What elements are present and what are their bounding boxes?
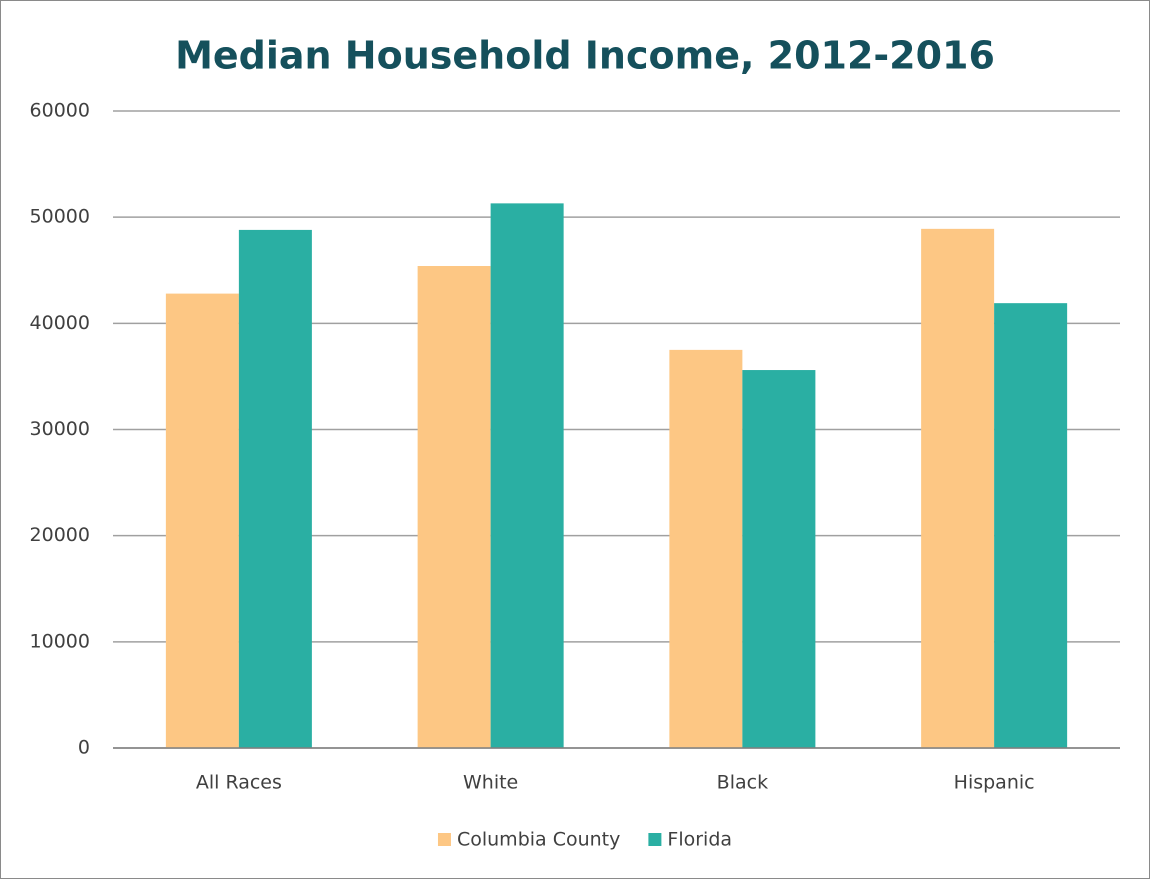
y-tick-label: 30000 — [30, 418, 90, 440]
chart-title: Median Household Income, 2012-2016 — [175, 34, 995, 78]
bar — [994, 303, 1068, 748]
legend-swatch — [648, 833, 662, 846]
y-tick-label: 40000 — [30, 312, 90, 334]
bar — [742, 370, 816, 748]
bar — [238, 229, 312, 748]
y-tick-label: 10000 — [30, 630, 90, 652]
bar — [490, 203, 564, 749]
x-tick-label: All Races — [196, 772, 282, 794]
y-tick-label: 0 — [78, 737, 90, 759]
legend-label: Florida — [667, 829, 732, 851]
bar — [669, 349, 743, 748]
x-tick-label: Black — [717, 772, 768, 794]
bar — [417, 266, 491, 748]
y-tick-label: 50000 — [30, 206, 90, 228]
x-tick-label: White — [463, 772, 518, 794]
x-tick-label: Hispanic — [954, 772, 1035, 794]
bar — [165, 293, 239, 748]
y-tick-label: 20000 — [30, 524, 90, 546]
bar — [921, 228, 995, 749]
legend-swatch — [437, 833, 451, 846]
legend-label: Columbia County — [457, 829, 620, 851]
y-tick-label: 60000 — [30, 100, 90, 122]
